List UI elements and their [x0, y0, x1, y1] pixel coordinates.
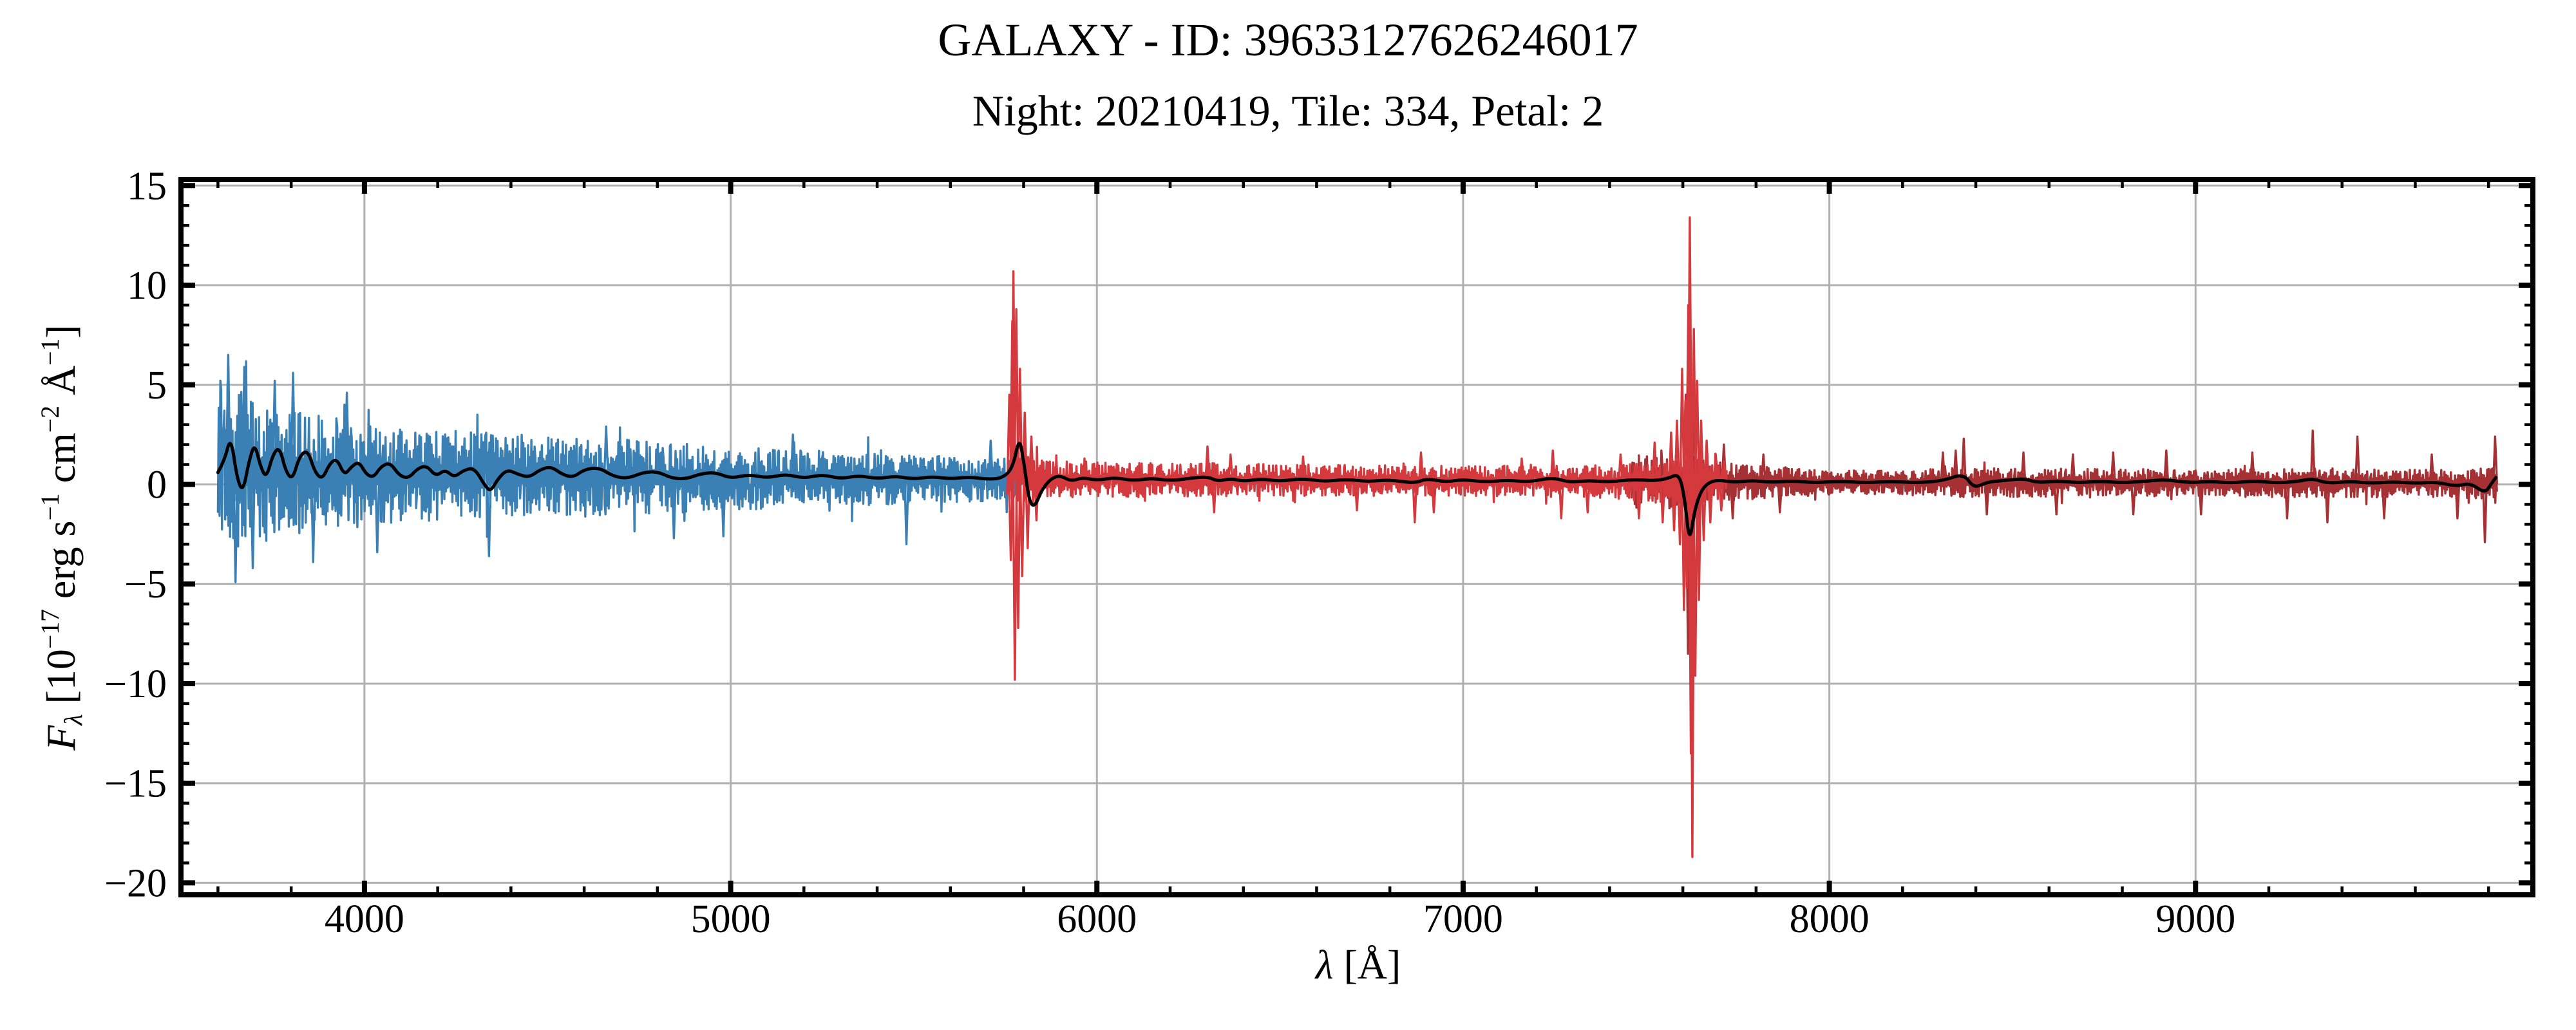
grid-lines [181, 180, 2533, 895]
svg-text:−10: −10 [104, 662, 167, 706]
spectrum-r-arm [1006, 216, 1728, 858]
spectrum-b-arm [216, 353, 1025, 583]
svg-text:5000: 5000 [691, 897, 771, 941]
svg-text:9000: 9000 [2155, 897, 2235, 941]
plot-frame [178, 177, 2535, 897]
svg-text:−15: −15 [104, 762, 167, 806]
x-tick-labels: 4000 5000 6000 7000 8000 9000 [325, 897, 2235, 941]
svg-text:4000: 4000 [325, 897, 404, 941]
x-axis-label: λ [Å] [1315, 942, 1401, 988]
y-axis-label: Fλ [10−17 erg s−1 cm−2 Å−1] [36, 324, 88, 751]
spectrum-z-arm [1630, 364, 2498, 745]
svg-text:7000: 7000 [1423, 897, 1503, 941]
svg-text:−5: −5 [124, 563, 167, 606]
svg-text:15: 15 [127, 164, 167, 208]
axis-ticks [184, 182, 2530, 892]
title-block: GALAXY - ID: 39633127626246017 Night: 20… [0, 17, 2576, 133]
svg-text:10: 10 [127, 264, 167, 308]
plot-title: GALAXY - ID: 39633127626246017 [938, 14, 1638, 66]
plot-subtitle: Night: 20210419, Tile: 334, Petal: 2 [972, 86, 1604, 135]
svg-text:−20: −20 [104, 861, 167, 905]
smoothed-flux-line [216, 442, 2498, 536]
svg-text:6000: 6000 [1057, 897, 1137, 941]
svg-text:8000: 8000 [1790, 897, 1870, 941]
y-tick-labels: 15 10 5 0 −5 −10 −15 −20 [104, 164, 167, 905]
svg-text:0: 0 [147, 463, 167, 507]
svg-text:5: 5 [147, 364, 167, 407]
